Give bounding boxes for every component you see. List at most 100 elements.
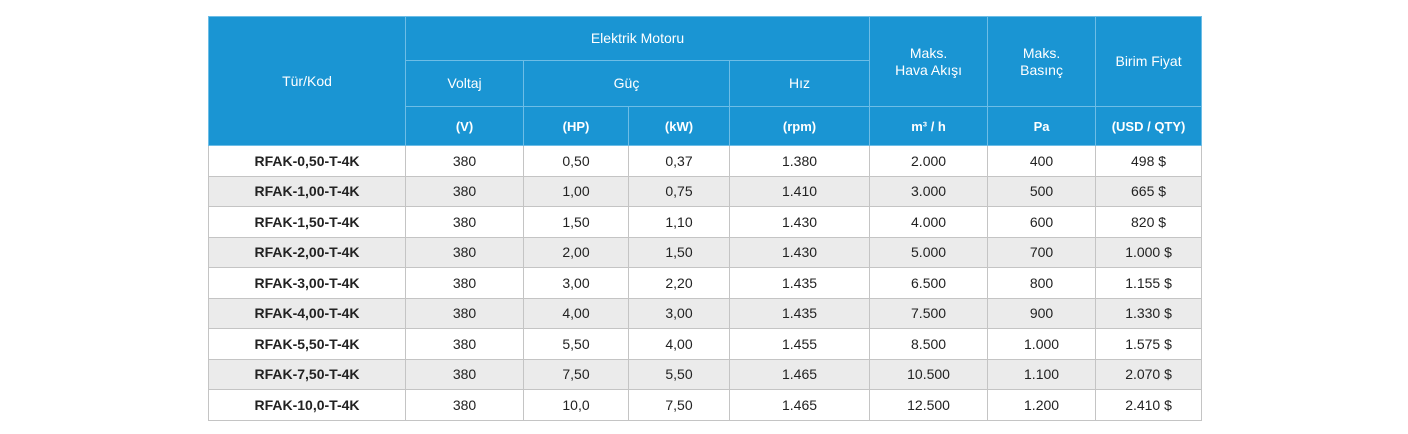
value-cell: 600 (987, 206, 1097, 238)
value-cell: 1.380 (728, 145, 871, 177)
code-cell: RFAK-7,50-T-4K (208, 358, 406, 390)
header-line: Basınç (1020, 61, 1063, 78)
header-cell: Elektrik Motoru (404, 16, 871, 61)
header-line: Hava Akışı (895, 61, 962, 78)
value-cell: 1.435 (728, 297, 871, 329)
header-cell: Güç (523, 60, 730, 107)
value-cell: 380 (405, 267, 524, 299)
table-row: RFAK-1,50-T-4K 380 1,50 1,10 1.430 4.000 600 82… (208, 206, 1203, 238)
value-cell: 1.330 $ (1095, 297, 1203, 329)
value-cell: 1.465 (728, 358, 871, 390)
value-cell: 380 (405, 389, 524, 421)
value-cell: 2,20 (628, 267, 730, 299)
value-cell: 2.000 (869, 145, 989, 177)
code-cell: RFAK-2,00-T-4K (208, 236, 406, 268)
table-row: RFAK-1,00-T-4K 380 1,00 0,75 1.410 3.000 500 66… (208, 175, 1203, 207)
value-cell: 4.000 (869, 206, 989, 238)
value-cell: 1,50 (628, 236, 730, 268)
table-row: RFAK-3,00-T-4K 380 3,00 2,20 1.435 6.500 800 1.… (208, 267, 1203, 299)
value-cell: 1.200 (987, 389, 1097, 421)
value-cell: 10,0 (523, 389, 629, 421)
header-cell: Hız (728, 60, 871, 107)
value-cell: 1,10 (628, 206, 730, 238)
code-cell: RFAK-1,50-T-4K (208, 206, 406, 238)
value-cell: 820 $ (1095, 206, 1203, 238)
unit-cell: Pa (987, 106, 1097, 146)
value-cell: 1.455 (728, 328, 871, 360)
price-table: Tür/Kod Elektrik Motoru Maks. Hava Akışı … (208, 16, 1203, 421)
unit-cell: m³ / h (869, 106, 989, 146)
value-cell: 380 (405, 145, 524, 177)
value-cell: 665 $ (1095, 175, 1203, 207)
header-line: Maks. (1022, 44, 1061, 61)
value-cell: 3,00 (628, 297, 730, 329)
value-cell: 1.435 (728, 267, 871, 299)
value-cell: 1,50 (523, 206, 629, 238)
value-cell: 5,50 (523, 328, 629, 360)
value-cell: 1.000 $ (1095, 236, 1203, 268)
table-row: RFAK-0,50-T-4K 380 0,50 0,37 1.380 2.000 400 49… (208, 145, 1203, 177)
value-cell: 498 $ (1095, 145, 1203, 177)
value-cell: 12.500 (869, 389, 989, 421)
value-cell: 1.155 $ (1095, 267, 1203, 299)
value-cell: 380 (405, 175, 524, 207)
value-cell: 380 (405, 328, 524, 360)
unit-cell: (HP) (523, 106, 629, 146)
value-cell: 380 (405, 236, 524, 268)
value-cell: 10.500 (869, 358, 989, 390)
value-cell: 0,50 (523, 145, 629, 177)
header-cell: Maks. Basınç (987, 16, 1097, 107)
value-cell: 6.500 (869, 267, 989, 299)
value-cell: 700 (987, 236, 1097, 268)
value-cell: 3.000 (869, 175, 989, 207)
value-cell: 380 (405, 358, 524, 390)
value-cell: 0,75 (628, 175, 730, 207)
value-cell: 7,50 (628, 389, 730, 421)
value-cell: 4,00 (523, 297, 629, 329)
value-cell: 4,00 (628, 328, 730, 360)
value-cell: 2.410 $ (1095, 389, 1203, 421)
value-cell: 800 (987, 267, 1097, 299)
code-cell: RFAK-5,50-T-4K (208, 328, 406, 360)
table-row: RFAK-10,0-T-4K 380 10,0 7,50 1.465 12.500 1.20… (208, 389, 1203, 421)
value-cell: 900 (987, 297, 1097, 329)
code-cell: RFAK-3,00-T-4K (208, 267, 406, 299)
value-cell: 3,00 (523, 267, 629, 299)
value-cell: 0,37 (628, 145, 730, 177)
table-row: RFAK-5,50-T-4K 380 5,50 4,00 1.455 8.500 1.000… (208, 328, 1203, 360)
value-cell: 1.465 (728, 389, 871, 421)
value-cell: 7.500 (869, 297, 989, 329)
value-cell: 2.070 $ (1095, 358, 1203, 390)
code-cell: RFAK-4,00-T-4K (208, 297, 406, 329)
value-cell: 1.410 (728, 175, 871, 207)
header-cell: Tür/Kod (208, 16, 406, 146)
value-cell: 5,50 (628, 358, 730, 390)
value-cell: 380 (405, 206, 524, 238)
value-cell: 7,50 (523, 358, 629, 390)
header-cell: Birim Fiyat (1095, 16, 1203, 107)
value-cell: 1.575 $ (1095, 328, 1203, 360)
value-cell: 1.100 (987, 358, 1097, 390)
value-cell: 2,00 (523, 236, 629, 268)
unit-cell: (USD / QTY) (1095, 106, 1203, 146)
value-cell: 5.000 (869, 236, 989, 268)
code-cell: RFAK-10,0-T-4K (208, 389, 406, 421)
table-row: RFAK-4,00-T-4K 380 4,00 3,00 1.435 7.500 900 1.… (208, 297, 1203, 329)
value-cell: 1.000 (987, 328, 1097, 360)
unit-cell: (kW) (628, 106, 730, 146)
unit-cell: (V) (405, 106, 524, 146)
table-row: RFAK-2,00-T-4K 380 2,00 1,50 1.430 5.000 700 1.… (208, 236, 1203, 268)
code-cell: RFAK-0,50-T-4K (208, 145, 406, 177)
value-cell: 8.500 (869, 328, 989, 360)
value-cell: 1,00 (523, 175, 629, 207)
unit-cell: (rpm) (728, 106, 871, 146)
value-cell: 1.430 (728, 206, 871, 238)
code-cell: RFAK-1,00-T-4K (208, 175, 406, 207)
table-row: RFAK-7,50-T-4K 380 7,50 5,50 1.465 10.500 1.10… (208, 358, 1203, 390)
header-line: Maks. (909, 44, 948, 61)
value-cell: 500 (987, 175, 1097, 207)
value-cell: 400 (987, 145, 1097, 177)
value-cell: 380 (405, 297, 524, 329)
header-cell: Maks. Hava Akışı (869, 16, 989, 107)
